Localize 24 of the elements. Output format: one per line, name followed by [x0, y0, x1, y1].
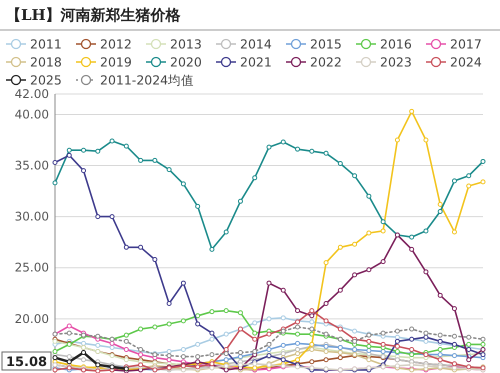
y-tick-label: 25.00 — [14, 260, 49, 275]
y-tick-label: 30.00 — [14, 210, 49, 224]
chart-title: 【LH】河南新郑生猪价格 — [6, 6, 182, 24]
legend-label: 2022 — [310, 54, 342, 70]
legend-label: 2024 — [450, 54, 482, 70]
annotation: 15.08 — [2, 352, 52, 370]
legend-label: 2012 — [100, 36, 132, 52]
y-tick-label: 42.00 — [14, 87, 49, 101]
y-tick-label: 40.00 — [14, 107, 49, 122]
legend-label: 2018 — [30, 54, 62, 70]
legend-label: 2017 — [450, 36, 482, 52]
y-tick-label: 20.00 — [14, 312, 49, 326]
legend-label: 2015 — [310, 36, 342, 52]
legend-label: 2013 — [170, 36, 202, 52]
legend-label: 2016 — [380, 36, 412, 52]
legend-label: 2014 — [240, 36, 272, 52]
legend-label: 2011-2024均值 — [100, 72, 194, 88]
legend-label: 2019 — [100, 54, 132, 70]
legend-label: 2021 — [240, 54, 272, 70]
legend-label: 2011 — [30, 36, 62, 52]
legend-label: 2020 — [170, 54, 202, 70]
legend-label: 2023 — [380, 54, 412, 70]
legend-label: 2025 — [30, 72, 62, 88]
y-tick-label: 35.00 — [14, 158, 49, 173]
